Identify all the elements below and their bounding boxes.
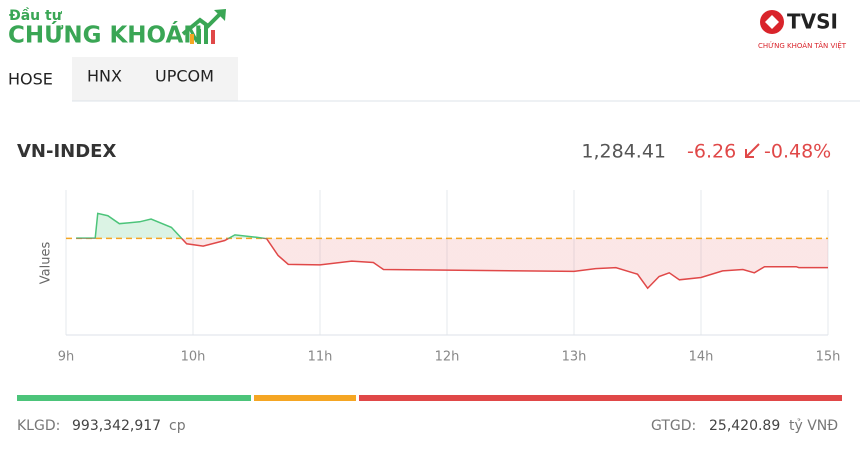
x-tick-label: 13h bbox=[562, 350, 587, 365]
value-unit: tỷ VNĐ bbox=[789, 418, 838, 434]
down-arrow bbox=[745, 143, 760, 158]
x-tick-label: 15h bbox=[816, 350, 841, 365]
index-change-percent: -0.48% bbox=[764, 141, 831, 163]
trade-value: 25,420.89 bbox=[709, 418, 780, 434]
breadth-down bbox=[359, 395, 842, 401]
brand-large: CHỨNG KHOÁN bbox=[8, 21, 203, 49]
volume-label: KLGD: bbox=[17, 418, 60, 434]
partner-tagline: CHỨNG KHOÁN TÂN VIỆT bbox=[758, 41, 847, 50]
index-change: -6.26 bbox=[687, 141, 736, 163]
x-tick-label: 11h bbox=[308, 350, 333, 365]
value-label: GTGD: bbox=[651, 418, 696, 434]
breadth-up bbox=[17, 395, 251, 401]
tab-active bbox=[0, 57, 72, 102]
partner-name: TVSI bbox=[787, 10, 838, 34]
x-tick-label: 9h bbox=[58, 350, 75, 365]
brand-icon bbox=[181, 9, 226, 44]
tab[interactable]: HNX bbox=[87, 67, 122, 86]
brand-small: Đầu tư bbox=[9, 7, 63, 24]
area bbox=[76, 213, 828, 289]
volume: 993,342,917 bbox=[72, 418, 161, 434]
x-tick-label: 14h bbox=[689, 350, 714, 365]
index-name: VN-INDEX bbox=[17, 141, 116, 162]
partner-logo-mark bbox=[765, 15, 779, 29]
line bbox=[76, 212, 828, 290]
tab[interactable]: HOSE bbox=[8, 70, 53, 89]
x-tick-label: 10h bbox=[181, 350, 206, 365]
tab[interactable]: UPCOM bbox=[155, 67, 214, 86]
volume-unit: cp bbox=[169, 418, 186, 434]
x-tick-label: 12h bbox=[435, 350, 460, 365]
y-axis-label: Values bbox=[39, 242, 54, 285]
index-price: 1,284.41 bbox=[581, 141, 666, 163]
breadth-unchanged bbox=[254, 395, 356, 401]
